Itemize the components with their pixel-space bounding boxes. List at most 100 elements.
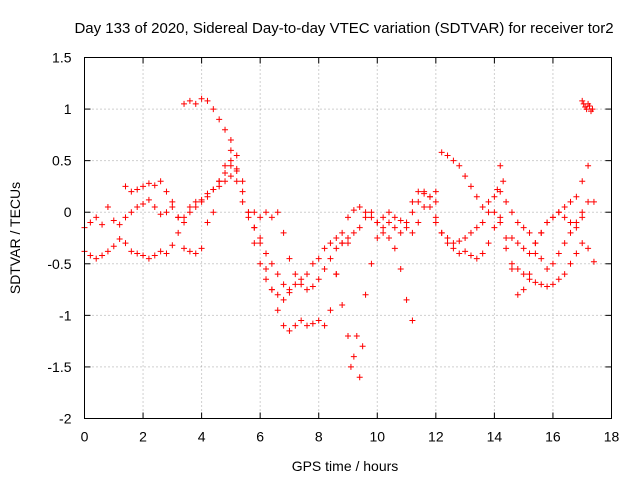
data-point (397, 265, 404, 272)
data-point (485, 198, 492, 205)
data-point (403, 224, 410, 231)
data-point (532, 250, 539, 257)
data-point (345, 214, 351, 221)
data-point (432, 214, 439, 221)
data-point (380, 224, 387, 231)
y-tick-label: 0 (64, 204, 72, 220)
data-point (561, 271, 568, 278)
data-point (432, 198, 439, 205)
data-point (432, 219, 439, 226)
data-point (198, 245, 205, 252)
data-point (479, 219, 486, 226)
data-point (350, 229, 357, 236)
series-track-1 (81, 165, 240, 262)
data-point (333, 245, 340, 252)
data-point (99, 252, 106, 259)
data-point (500, 178, 507, 185)
x-tick-label: 4 (198, 429, 206, 445)
data-point (315, 255, 322, 262)
data-point (549, 214, 556, 221)
data-point (192, 100, 199, 107)
data-point (239, 178, 246, 185)
data-point (491, 209, 498, 216)
data-point (169, 204, 176, 211)
y-tick-label: 1 (64, 101, 72, 117)
x-tick-label: 6 (256, 429, 264, 445)
data-point (204, 193, 211, 200)
data-point (268, 286, 275, 293)
data-point (409, 198, 416, 205)
data-point (526, 276, 533, 283)
data-point (268, 214, 275, 221)
data-point (450, 157, 457, 164)
x-tick-label: 8 (315, 429, 323, 445)
data-point (544, 283, 551, 290)
series-track-11 (508, 209, 586, 257)
data-point (347, 363, 354, 370)
data-point (462, 235, 469, 241)
data-point (590, 198, 597, 205)
data-point (403, 219, 410, 226)
data-point (104, 204, 111, 211)
data-point (345, 332, 351, 339)
data-point (467, 229, 474, 236)
series-outliers (494, 162, 507, 193)
data-point (227, 157, 234, 164)
data-point (163, 209, 170, 216)
data-point (450, 245, 457, 252)
data-point (391, 245, 398, 252)
data-point (368, 260, 375, 267)
data-point (298, 317, 305, 324)
data-point (473, 255, 480, 262)
data-point (280, 296, 287, 303)
data-point (204, 97, 211, 104)
data-point (274, 291, 281, 298)
data-point (339, 302, 346, 309)
data-point (116, 236, 123, 243)
data-point (233, 167, 240, 174)
data-point (359, 343, 366, 350)
data-point (561, 204, 568, 211)
data-point (450, 240, 457, 247)
series-track-12 (579, 97, 596, 115)
data-point (368, 214, 375, 221)
y-tick-label: 1.5 (52, 50, 72, 66)
data-point (263, 265, 270, 272)
data-point (274, 307, 281, 314)
data-point (491, 224, 498, 231)
data-point (350, 207, 357, 214)
data-point (532, 240, 539, 247)
data-point (315, 276, 322, 283)
data-point (163, 188, 170, 195)
data-point (274, 209, 281, 216)
data-point (239, 198, 246, 205)
data-point (467, 183, 474, 190)
data-point (122, 240, 129, 247)
data-point (210, 186, 217, 193)
data-point (175, 229, 182, 236)
data-point (415, 188, 422, 195)
data-point (315, 317, 322, 324)
data-point (462, 173, 469, 180)
data-point (257, 240, 264, 247)
data-point (538, 255, 545, 262)
data-point (585, 198, 592, 205)
data-point (286, 327, 293, 334)
data-point (309, 260, 316, 267)
data-point (362, 214, 369, 221)
data-point (181, 100, 188, 107)
data-point (391, 214, 398, 221)
data-point (567, 229, 574, 236)
data-point (362, 209, 369, 216)
data-point (245, 209, 252, 216)
data-point (426, 204, 433, 211)
data-point (444, 235, 451, 241)
data-point (538, 281, 545, 288)
data-point (327, 240, 334, 247)
y-tick-label: -0.5 (47, 256, 71, 272)
data-point (520, 286, 527, 293)
data-point (421, 204, 428, 211)
data-point (227, 147, 234, 154)
x-axis-ticks: 0 2 4 6 8 10 12 14 16 18 (81, 57, 619, 445)
chart-title: Day 133 of 2020, Sidereal Day-to-day VTE… (74, 20, 613, 37)
